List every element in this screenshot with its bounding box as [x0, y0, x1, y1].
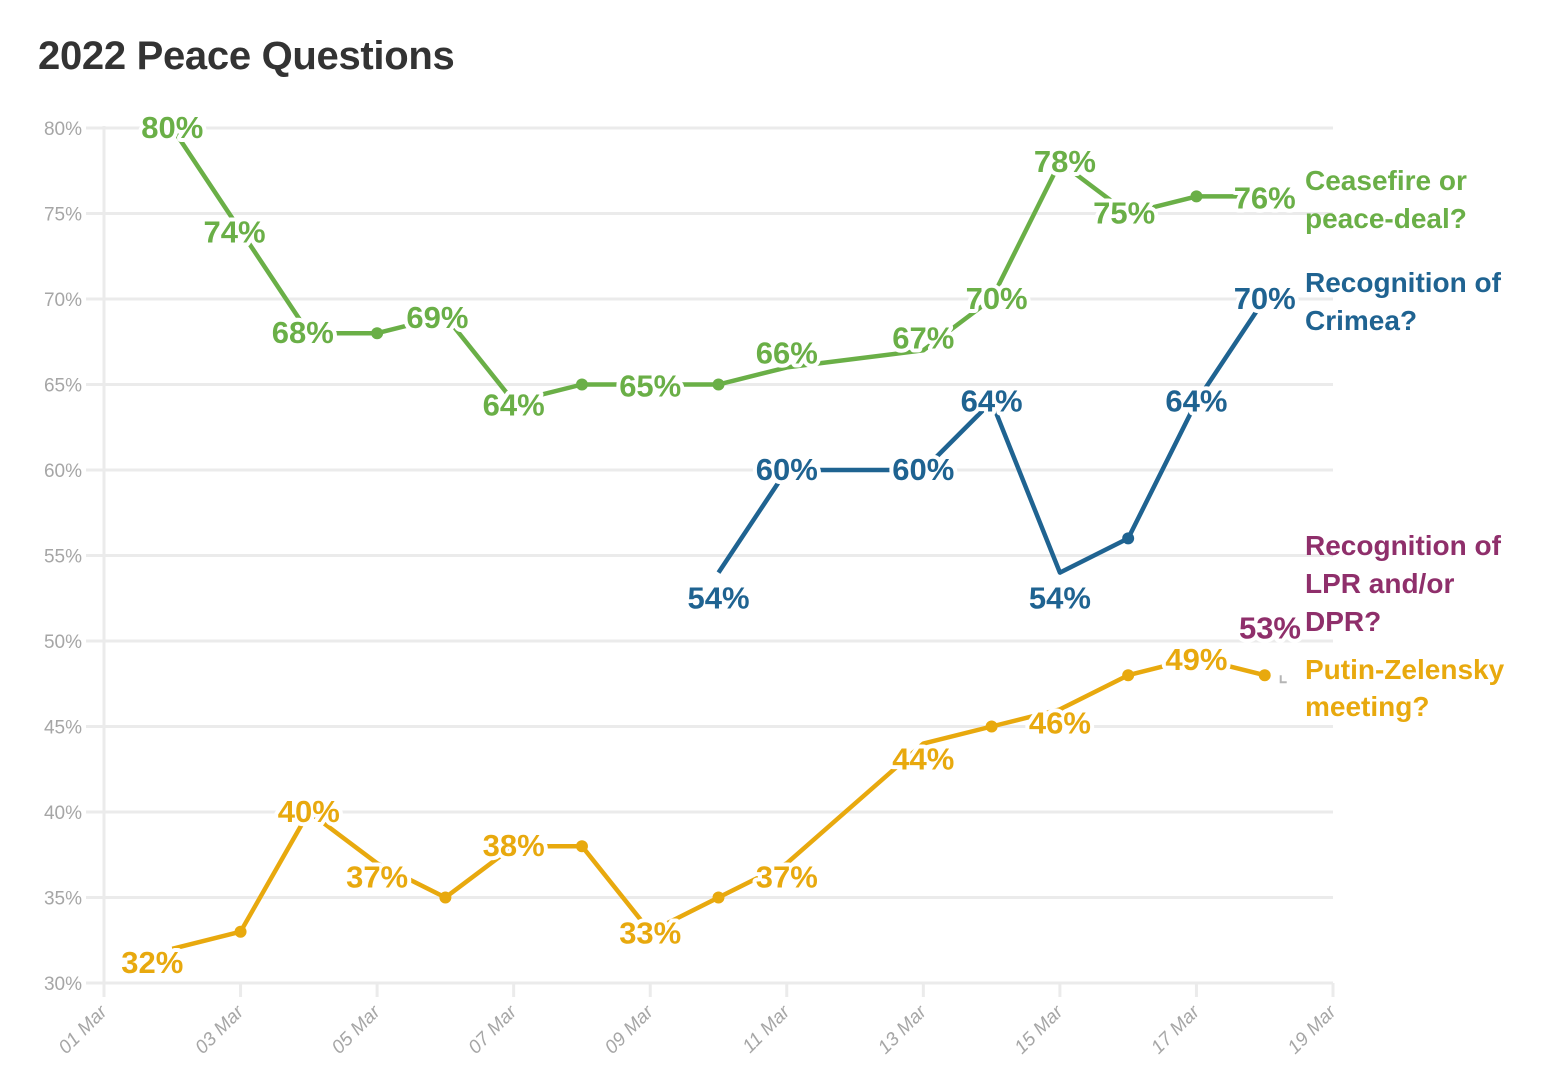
x-tick-label: 11 Mar [739, 1001, 795, 1057]
data-label: 60% [756, 452, 818, 487]
y-tick-label: 65% [44, 376, 82, 397]
x-tick-label: 09 Mar [601, 1001, 658, 1058]
data-point-marker [712, 378, 725, 391]
data-label: 32% [121, 945, 183, 980]
series-line [171, 655, 1266, 951]
data-label: 70% [966, 281, 1028, 316]
data-label: 60% [892, 452, 954, 487]
series-label: Recognition of [1305, 530, 1502, 561]
series-label: meeting? [1305, 691, 1429, 722]
y-tick-label: 55% [44, 547, 82, 568]
y-tick-label: 45% [44, 718, 82, 739]
y-tick-label: 60% [44, 461, 82, 482]
data-label: 67% [892, 320, 954, 355]
data-point-marker [1190, 190, 1203, 203]
y-tick-label: 75% [44, 205, 82, 226]
data-label: 70% [1234, 281, 1296, 316]
x-tick-label: 05 Mar [328, 1001, 385, 1058]
x-tick-label: 03 Mar [191, 1001, 248, 1058]
data-label: 69% [406, 300, 468, 335]
data-label: 38% [483, 828, 545, 863]
data-label: 54% [687, 581, 749, 616]
data-point-marker [439, 891, 452, 904]
data-label: 80% [141, 110, 203, 145]
chart-title: 2022 Peace Questions [38, 34, 455, 78]
series-label: Ceasefire or [1305, 165, 1467, 196]
data-label: 64% [1165, 384, 1227, 419]
data-label: 44% [892, 742, 954, 777]
y-tick-label: 70% [44, 290, 82, 311]
series-label: Putin-Zelensky [1305, 654, 1505, 685]
data-label: 37% [756, 859, 818, 894]
data-label: 54% [1029, 581, 1091, 616]
series-label: LPR and/or [1305, 568, 1454, 599]
y-tick-label: 40% [44, 803, 82, 824]
data-label: 53% [1239, 611, 1301, 646]
series-line [716, 297, 1267, 575]
data-label: 75% [1093, 196, 1155, 231]
data-label: 65% [619, 369, 681, 404]
data-point-marker [712, 891, 725, 904]
y-tick-label: 50% [44, 632, 82, 653]
data-point-marker [1258, 669, 1271, 682]
data-label: 37% [346, 859, 408, 894]
series-label: Recognition of [1305, 267, 1502, 298]
data-point-marker [371, 327, 384, 340]
x-tick-label: 17 Mar [1147, 1001, 1204, 1058]
data-point-marker [575, 840, 588, 853]
data-label: 33% [619, 916, 681, 951]
x-tick-label: 19 Mar [1284, 1001, 1341, 1058]
data-label: 66% [756, 335, 818, 370]
data-label: 64% [961, 384, 1023, 419]
data-label: 40% [278, 794, 340, 829]
series-lines [170, 126, 1287, 951]
series-labels: Ceasefire or peace-deal? Recognition of Cri… [1305, 165, 1505, 722]
data-point-marker [1122, 532, 1135, 545]
gridlines [86, 126, 1333, 985]
y-tick-label: 35% [44, 889, 82, 910]
data-label: 68% [272, 315, 334, 350]
data-label: 76% [1234, 180, 1296, 215]
data-label: 74% [204, 215, 266, 250]
y-tick-label: 80% [44, 119, 82, 140]
data-labels: 80% 74% 68% 69% 64% 65% 66% 67% 70% 78% 75% 76% 54% 6… [117, 106, 1305, 984]
leader-line-icon [1279, 675, 1287, 684]
x-tick-label: 01 Mar [55, 1001, 112, 1058]
y-tick-label: 30% [44, 974, 82, 995]
data-label: 78% [1034, 144, 1096, 179]
x-tick-label: 15 Mar [1011, 1001, 1068, 1058]
data-point-marker [1122, 669, 1135, 682]
series-label: peace-deal? [1305, 203, 1467, 234]
x-tick-label: 13 Mar [874, 1001, 931, 1058]
series-line [170, 126, 1265, 404]
x-tick-label: 07 Mar [465, 1001, 522, 1058]
data-point-marker [234, 925, 247, 938]
series-label: DPR? [1305, 606, 1381, 637]
data-label: 64% [483, 388, 545, 423]
data-point-marker [985, 720, 998, 733]
data-label: 49% [1165, 642, 1227, 677]
series-label: Crimea? [1305, 305, 1417, 336]
data-label: 46% [1029, 705, 1091, 740]
data-point-marker [575, 378, 588, 391]
